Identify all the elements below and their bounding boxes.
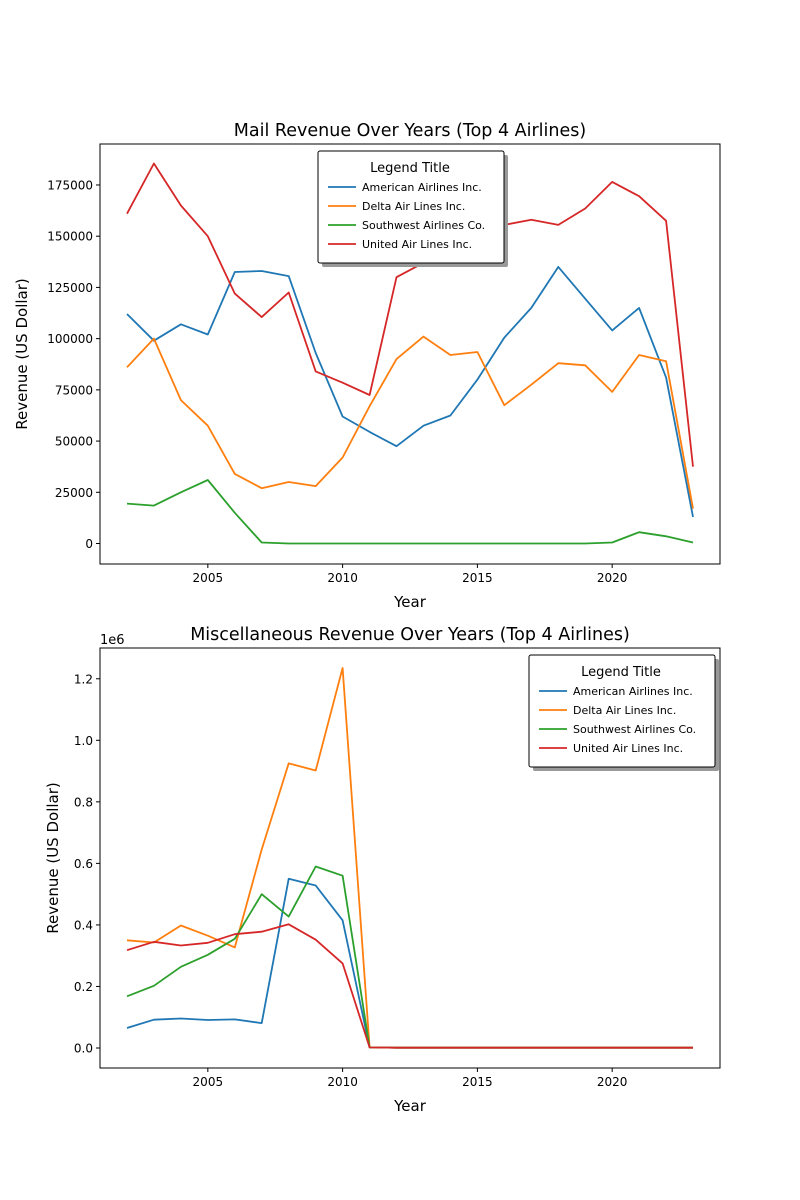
legend-box xyxy=(528,654,716,768)
x-tick-label: 2020 xyxy=(597,1075,628,1089)
y-axis-label: Revenue (US Dollar) xyxy=(44,782,62,934)
misc-revenue-chart: Miscellaneous Revenue Over Years (Top 4 … xyxy=(44,625,721,1115)
legend-label-0: American Airlines Inc. xyxy=(362,181,482,194)
chart-title: Mail Revenue Over Years (Top 4 Airlines) xyxy=(234,121,586,141)
legend-items: American Airlines Inc. Delta Air Lines In… xyxy=(539,685,696,755)
legend-title: Legend Title xyxy=(370,161,450,176)
y-tick-label: 0.8 xyxy=(74,795,93,809)
y-tick-label: 0.0 xyxy=(74,1042,93,1056)
series-line-3 xyxy=(126,923,693,1049)
y-ticks: 0 25000 50000 75000 100000 125000 150000 175000 xyxy=(47,178,100,551)
legend-items: American Airlines Inc. Delta Air Lines In… xyxy=(328,181,485,251)
x-axis-label: Year xyxy=(393,1097,427,1115)
x-tick-label: 2010 xyxy=(327,1075,358,1089)
x-tick-label: 2015 xyxy=(462,1075,493,1089)
y-offset-label: 1e6 xyxy=(100,633,125,648)
x-tick-label: 2010 xyxy=(327,571,358,585)
y-tick-label: 0 xyxy=(85,537,93,551)
y-ticks: 0.0 0.2 0.4 0.6 0.8 1.0 1.2 xyxy=(74,672,100,1056)
x-ticks: 2005 2010 2015 2020 xyxy=(193,564,628,585)
chart-title: Miscellaneous Revenue Over Years (Top 4 … xyxy=(190,625,630,645)
x-tick-label: 2005 xyxy=(193,1075,224,1089)
legend-label-3: United Air Lines Inc. xyxy=(362,238,472,251)
y-tick-label: 1.0 xyxy=(74,734,93,748)
y-tick-label: 150000 xyxy=(47,230,93,244)
y-tick-label: 0.2 xyxy=(74,980,93,994)
plot-frame xyxy=(99,647,721,1069)
series-line-2 xyxy=(126,479,694,545)
legend-label-1: Delta Air Lines Inc. xyxy=(362,200,465,213)
x-axis-label: Year xyxy=(393,593,427,611)
plot-frame xyxy=(99,143,721,565)
legend-label-3: United Air Lines Inc. xyxy=(573,742,683,755)
legend-label-0: American Airlines Inc. xyxy=(573,685,693,698)
series-line-3 xyxy=(126,162,694,467)
y-axis-label: Revenue (US Dollar) xyxy=(13,278,31,430)
y-tick-label: 0.4 xyxy=(74,918,93,932)
x-tick-label: 2020 xyxy=(597,571,628,585)
x-tick-label: 2015 xyxy=(462,571,493,585)
mail-revenue-chart: Mail Revenue Over Years (Top 4 Airlines)… xyxy=(13,121,721,611)
y-tick-label: 75000 xyxy=(55,383,93,397)
y-tick-label: 50000 xyxy=(55,435,93,449)
y-tick-label: 0.6 xyxy=(74,857,93,871)
y-tick-label: 125000 xyxy=(47,281,93,295)
legend-box xyxy=(317,150,505,264)
x-tick-label: 2005 xyxy=(193,571,224,585)
series-lines xyxy=(126,667,693,1049)
y-tick-label: 25000 xyxy=(55,486,93,500)
series-lines xyxy=(126,162,694,545)
legend-label-1: Delta Air Lines Inc. xyxy=(573,704,676,717)
series-line-1 xyxy=(126,335,694,509)
y-tick-label: 100000 xyxy=(47,332,93,346)
legend-title: Legend Title xyxy=(581,665,661,680)
x-ticks: 2005 2010 2015 2020 xyxy=(193,1068,628,1089)
y-tick-label: 175000 xyxy=(47,178,93,192)
legend-label-2: Southwest Airlines Co. xyxy=(573,723,696,736)
legend: Legend Title American Airlines Inc. Delta… xyxy=(317,150,508,267)
y-tick-label: 1.2 xyxy=(74,672,93,686)
legend-label-2: Southwest Airlines Co. xyxy=(362,219,485,232)
legend: Legend Title American Airlines Inc. Delta… xyxy=(528,654,719,771)
series-line-0 xyxy=(126,265,694,518)
